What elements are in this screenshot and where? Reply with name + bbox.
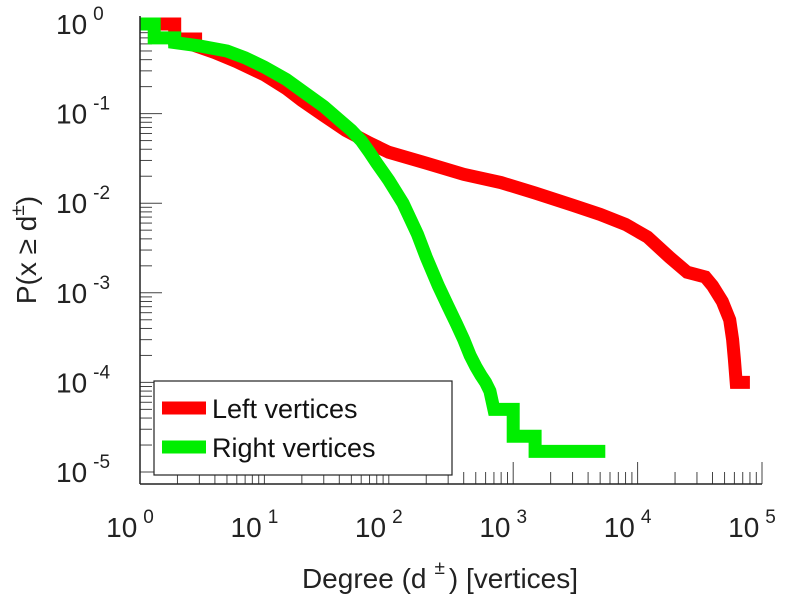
y-axis-label: P(x ≥ d±) <box>8 196 42 304</box>
series-layer <box>140 17 750 458</box>
y-tick-label: 10 -5 <box>56 452 110 488</box>
x-tick-label: 10 0 <box>106 507 154 543</box>
legend-label-left: Left vertices <box>212 394 358 424</box>
y-tick-label: 10 -2 <box>56 183 110 219</box>
x-tick-label: 10 2 <box>355 507 403 543</box>
legend-box <box>153 380 453 476</box>
y-tick-label: 10 -1 <box>56 94 110 130</box>
x-tick-label: 10 4 <box>604 507 652 543</box>
series-line-1 <box>140 17 606 458</box>
x-axis-label: Degree (d ±) [vertices] <box>302 558 578 594</box>
legend: Left vertices Right vertices <box>153 380 453 476</box>
x-tick-labels: 10 0 10 1 10 2 10 3 10 4 10 5 <box>106 507 776 543</box>
x-tick-label: 10 3 <box>479 507 527 543</box>
y-tick-label: 10 -3 <box>56 273 110 309</box>
series-line-0 <box>140 17 750 389</box>
legend-label-right: Right vertices <box>212 433 376 463</box>
x-tick-label: 10 5 <box>728 507 776 543</box>
y-tick-label: 10 -4 <box>56 362 110 398</box>
x-tick-label: 10 1 <box>231 507 279 543</box>
y-tick-label: 10 0 <box>56 4 104 40</box>
